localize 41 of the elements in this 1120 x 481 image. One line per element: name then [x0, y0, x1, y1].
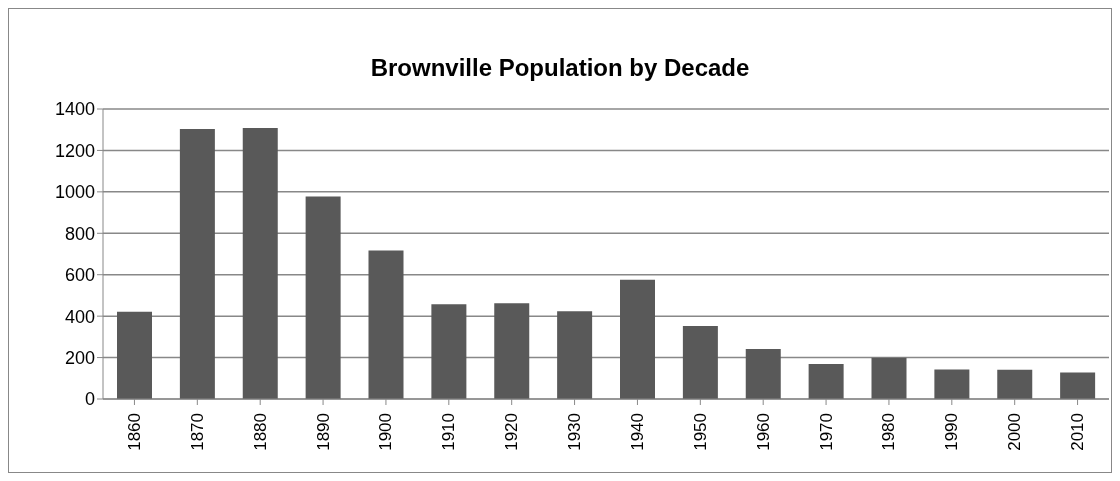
bar — [682, 325, 718, 399]
x-tick-label: 1980 — [879, 413, 899, 451]
y-tick-label: 200 — [64, 347, 95, 368]
bar — [431, 304, 467, 399]
bar — [745, 349, 781, 399]
x-tick-label: 1950 — [690, 413, 710, 451]
x-tick-label: 1880 — [250, 413, 270, 451]
bar — [871, 357, 907, 399]
bar — [242, 128, 278, 399]
bar — [179, 128, 215, 399]
x-tick-label: 1900 — [376, 413, 396, 451]
x-tick-label: 1930 — [565, 413, 585, 451]
x-tick-label: 1870 — [187, 413, 207, 451]
x-tick-label: 1920 — [502, 413, 522, 451]
bar — [1060, 372, 1096, 399]
x-tick-label: 1960 — [753, 413, 773, 451]
bar — [997, 369, 1033, 399]
bar — [117, 311, 152, 399]
bar — [934, 369, 970, 399]
y-tick-label: 1400 — [54, 99, 95, 120]
y-tick-label: 0 — [84, 389, 95, 410]
y-tick-label: 800 — [64, 223, 95, 244]
x-tick-label: 1940 — [627, 413, 647, 451]
y-tick-label: 1000 — [54, 182, 95, 203]
y-tick-label: 400 — [64, 306, 95, 327]
x-tick-label: 1890 — [313, 413, 333, 451]
x-tick-label: 1860 — [124, 413, 144, 451]
bar — [620, 279, 655, 399]
y-tick-label: 600 — [64, 265, 95, 286]
x-tick-label: 1990 — [942, 413, 962, 451]
x-tick-label: 2010 — [1068, 413, 1088, 451]
x-tick-label: 1970 — [816, 413, 836, 451]
bar — [557, 311, 593, 399]
x-tick-label: 2000 — [1005, 413, 1025, 451]
bar — [808, 363, 844, 399]
bar — [305, 196, 341, 399]
y-tick-label: 1200 — [54, 140, 95, 161]
x-tick-label: 1910 — [439, 413, 459, 451]
chart-title: Brownville Population by Decade — [369, 54, 751, 82]
bar — [494, 303, 530, 399]
bar — [368, 250, 404, 399]
